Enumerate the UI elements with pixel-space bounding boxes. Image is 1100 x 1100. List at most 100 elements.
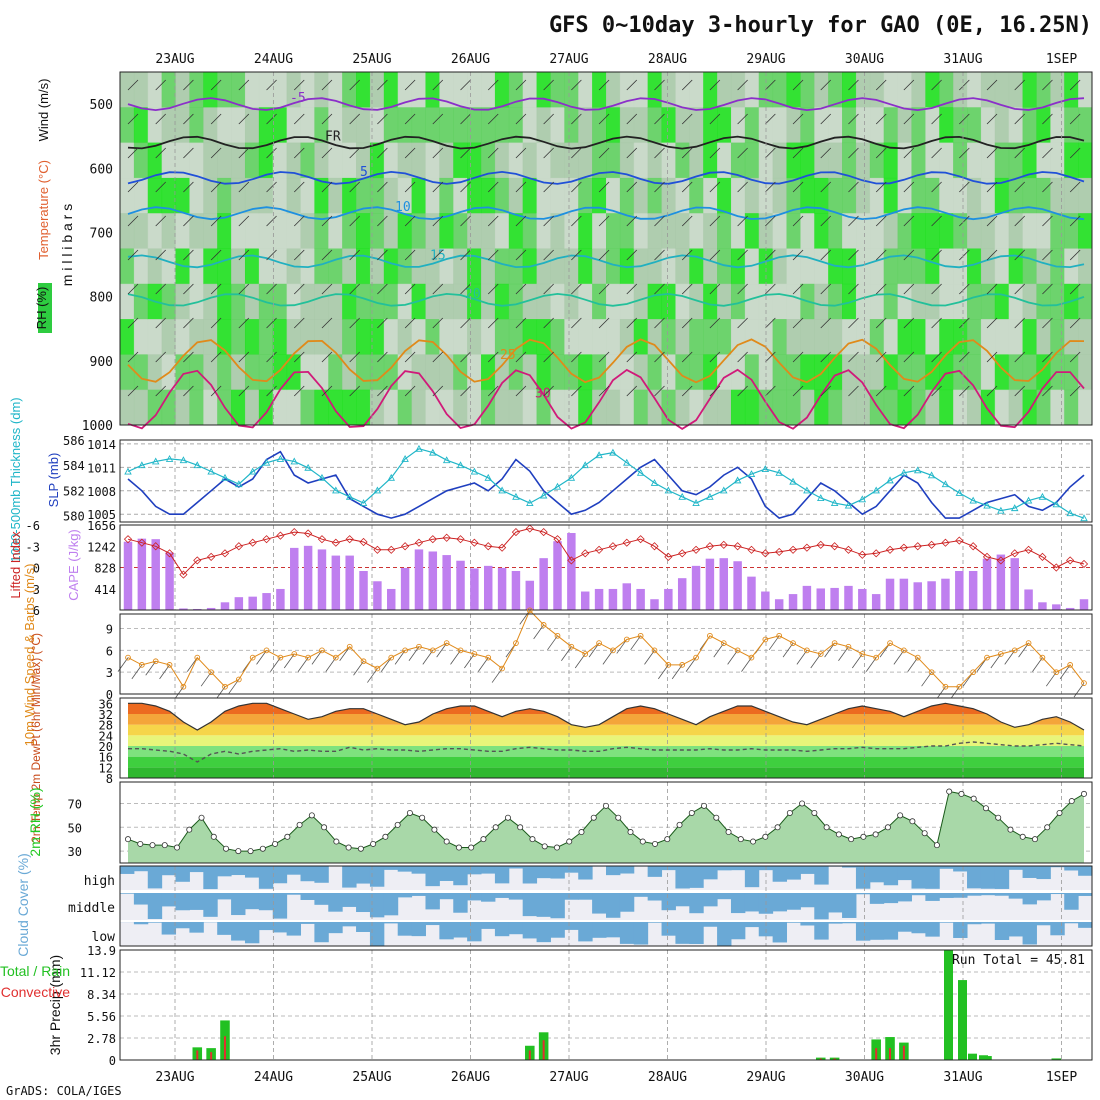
- contour-line-FR: [127, 135, 1085, 150]
- wind-barb: [1069, 79, 1081, 91]
- thickness-point: [913, 466, 922, 474]
- rh-cell: [689, 142, 704, 179]
- rh-cell: [189, 319, 204, 355]
- surface-wind-barb: [1032, 657, 1043, 672]
- cape-bar: [996, 554, 1006, 610]
- cloud-cell: [1036, 866, 1051, 880]
- cloud-cell: [647, 866, 663, 877]
- rh-cell: [342, 248, 357, 285]
- wind-barb: [377, 79, 388, 91]
- wind-barb: [293, 351, 305, 363]
- rh-cell: [453, 283, 468, 320]
- date-label-top-1SEP: 1SEP: [1046, 52, 1077, 67]
- wind-barb: [183, 181, 194, 193]
- wind-background: [120, 614, 1092, 694]
- convective-bar: [196, 1050, 199, 1060]
- rh-cell: [814, 177, 829, 214]
- cloud-cell: [397, 893, 413, 898]
- wind-barb: [404, 317, 416, 329]
- wind-barb: [321, 147, 333, 159]
- rh-point: [382, 833, 389, 840]
- precip-ytick: 13.9: [87, 944, 116, 958]
- rh-point: [186, 826, 193, 833]
- date-label-top-23AUG: 23AUG: [155, 52, 194, 67]
- rh-cell: [578, 283, 593, 320]
- thickness-point: [442, 456, 451, 464]
- cloud-cell: [467, 866, 482, 875]
- rh-point: [480, 836, 487, 843]
- wind-barb: [737, 147, 748, 159]
- thickness-line: [127, 448, 1085, 519]
- wind-speed-point: [208, 669, 214, 676]
- cape-bar: [400, 567, 410, 610]
- wind-barb: [1042, 147, 1053, 159]
- li-point: [733, 542, 742, 551]
- wind-barb: [681, 181, 693, 193]
- cloud-cell: [467, 893, 482, 901]
- wind-barb: [820, 283, 832, 295]
- wind-barb: [654, 79, 665, 91]
- rh-point: [811, 809, 818, 816]
- cape-bar: [151, 539, 160, 610]
- cloud-cell: [536, 866, 551, 879]
- contour-label-15: 15: [430, 248, 446, 263]
- rh-point: [1068, 798, 1075, 805]
- rh-cell: [980, 213, 996, 249]
- cloud-cell: [647, 922, 663, 923]
- rh-cell: [967, 354, 982, 391]
- wind-barb: [681, 215, 693, 227]
- rh-ytick: 30: [68, 845, 82, 859]
- surface-wind-barb: [547, 635, 558, 651]
- rh-cell: [189, 107, 204, 144]
- rh-cell: [855, 177, 871, 214]
- wind-barb: [654, 317, 665, 329]
- rh-cell: [258, 72, 274, 108]
- wind-barb: [1042, 283, 1053, 295]
- wind-barb: [959, 113, 970, 125]
- cloud-cell: [1064, 922, 1079, 924]
- cloud-cell: [967, 866, 982, 889]
- wind-barb: [709, 181, 721, 193]
- rh-cell: [425, 177, 440, 214]
- rh-cell: [481, 283, 496, 320]
- rh-cell: [564, 142, 579, 179]
- thickness-point: [498, 486, 506, 494]
- rh-cell: [258, 142, 274, 179]
- cloud-cell: [300, 893, 315, 900]
- rh-point: [970, 795, 977, 802]
- wind-barb: [127, 385, 139, 397]
- wind-barb: [487, 249, 499, 261]
- cloud-cell: [925, 866, 940, 889]
- rh-cell: [133, 213, 149, 249]
- li-point: [996, 556, 1005, 565]
- li-point: [373, 545, 382, 554]
- rh-cell: [1022, 72, 1037, 108]
- wind-barb: [626, 351, 638, 363]
- wind-barb: [293, 249, 305, 261]
- convective-bar: [833, 1058, 836, 1060]
- rh-cell: [120, 248, 135, 285]
- rh-cell: [369, 72, 385, 108]
- contour-line-25: [127, 338, 1085, 384]
- wind-barb: [1014, 317, 1026, 329]
- cloud-cell: [578, 893, 593, 900]
- wind-speed-point: [790, 640, 796, 646]
- wind-barb: [127, 351, 139, 363]
- rh-cell: [592, 283, 607, 320]
- wind-barb: [432, 351, 444, 363]
- wind-barb: [266, 317, 277, 329]
- cloud-cell: [383, 893, 399, 916]
- li-point: [497, 543, 507, 552]
- rh-cell: [967, 107, 982, 144]
- wind-barb: [404, 113, 416, 125]
- rh-point: [308, 812, 315, 819]
- wind-barb: [626, 249, 638, 261]
- wind-barb: [792, 215, 804, 227]
- rh-cell: [939, 142, 954, 179]
- slp-background: [120, 440, 1092, 522]
- rh-point: [149, 842, 156, 849]
- cloud-cell: [814, 866, 829, 885]
- cape-bar: [442, 555, 451, 610]
- cloud-cell: [689, 893, 704, 914]
- rh-cell: [1036, 283, 1051, 320]
